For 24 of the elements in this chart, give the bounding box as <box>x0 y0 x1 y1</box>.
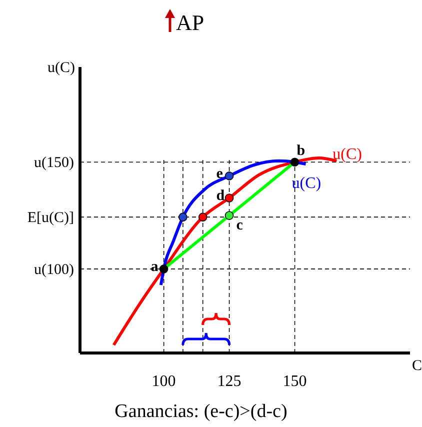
point <box>159 264 168 274</box>
ref-line-label: u(100) <box>34 262 74 278</box>
x-tick-label: 100 <box>152 373 176 390</box>
point <box>224 194 234 202</box>
series-label: u(C) <box>332 146 362 163</box>
point <box>224 211 234 220</box>
annotation: a <box>150 258 159 275</box>
x-tick-label: 125 <box>217 373 242 390</box>
x-tick-label: 150 <box>282 373 307 390</box>
text: u(C) <box>48 60 75 76</box>
annotation: e <box>216 166 224 182</box>
text: Ganancias: (e-c)>(d-c) <box>114 401 288 422</box>
point <box>198 212 208 222</box>
annotation: b <box>296 143 306 160</box>
point <box>224 172 234 180</box>
series-label: u(C) <box>292 175 322 192</box>
x-axis-title: C <box>412 358 422 374</box>
point <box>178 212 188 222</box>
annotation: c <box>236 218 244 234</box>
ref-line-label: E[u(C)] <box>27 210 74 226</box>
annotation: d <box>216 188 226 204</box>
point <box>290 158 300 166</box>
chart-title: AP <box>176 10 204 35</box>
ref-line-label: u(150) <box>34 155 74 172</box>
